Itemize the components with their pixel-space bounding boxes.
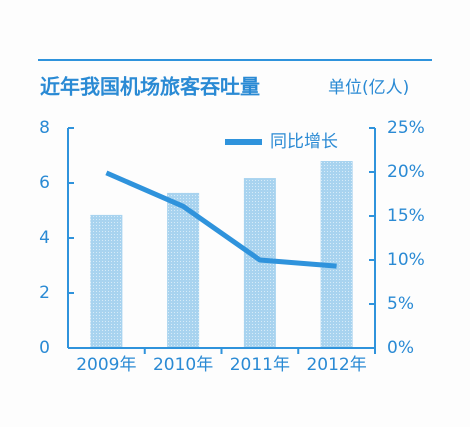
y2-tick-label: 10% [387,250,425,270]
y2-tick-label: 5% [387,294,414,314]
y-tick-label: 0 [39,338,50,358]
y-tick-label: 6 [39,173,50,193]
x-tick-label: 2009年 [76,355,136,375]
y-tick-label: 4 [39,228,50,248]
y-tick-label: 2 [39,283,50,303]
y2-tick-label: 0% [387,338,414,358]
y2-tick-label: 20% [387,162,425,182]
x-tick-label: 2010年 [153,355,213,375]
x-tick-label: 2012年 [306,355,366,375]
unit-label: 单位(亿人) [328,78,409,98]
bar [167,192,200,348]
y2-tick-label: 25% [387,118,425,138]
bar [320,161,353,348]
chart-title: 近年我国机场旅客吞吐量 [40,75,260,99]
y-tick-label: 8 [39,118,50,138]
x-tick-label: 2011年 [230,355,290,375]
y2-tick-label: 15% [387,206,425,226]
line [105,170,337,269]
bar [90,214,123,348]
legend-label: 同比增长 [270,132,338,152]
